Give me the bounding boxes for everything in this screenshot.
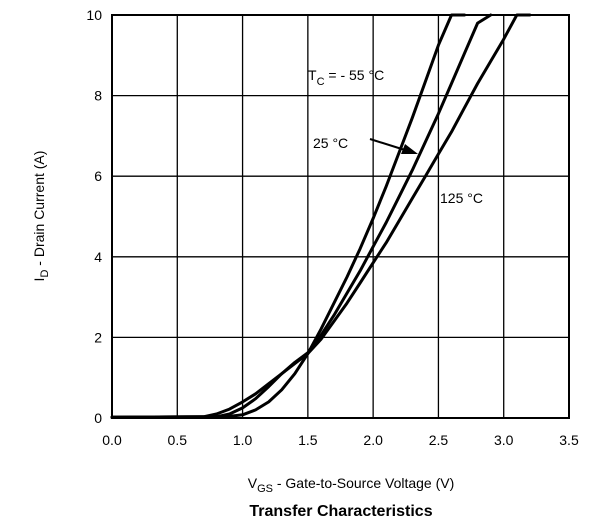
y-tick-label: 8 xyxy=(94,88,102,104)
x-tick-label: 1.0 xyxy=(233,432,253,448)
series-25c-line xyxy=(110,13,493,419)
x-tick-labels: 0.0 0.5 1.0 1.5 2.0 2.5 3.0 3.5 xyxy=(102,432,579,448)
t25-annotation: 25 °C xyxy=(313,135,348,151)
t25-arrow xyxy=(369,138,418,154)
data-series xyxy=(110,13,532,419)
x-tick-label: 3.5 xyxy=(559,432,579,448)
x-tick-label: 0.0 xyxy=(102,432,122,448)
x-axis-label: VGS - Gate-to-Source Voltage (V) xyxy=(248,475,455,495)
x-tick-label: 2.0 xyxy=(363,432,383,448)
x-tick-label: 0.5 xyxy=(168,432,188,448)
y-tick-labels: 0 2 4 6 8 10 xyxy=(86,7,102,426)
series-125c-line xyxy=(110,13,532,419)
tc-annotation: TC = - 55 °C xyxy=(308,67,384,88)
chart-title: Transfer Characteristics xyxy=(249,503,432,520)
y-axis-label: ID - Drain Current (A) xyxy=(31,151,51,282)
t125-annotation: 125 °C xyxy=(440,190,483,206)
x-tick-label: 2.5 xyxy=(429,432,449,448)
y-tick-label: 6 xyxy=(94,168,102,184)
y-tick-label: 2 xyxy=(94,329,102,345)
y-tick-label: 4 xyxy=(94,249,102,265)
y-tick-label: 10 xyxy=(86,7,102,23)
x-tick-label: 1.5 xyxy=(298,432,318,448)
series-minus-55c-line xyxy=(110,13,466,419)
plot-frame xyxy=(111,14,570,419)
x-tick-label: 3.0 xyxy=(494,432,514,448)
y-tick-label: 0 xyxy=(94,410,102,426)
